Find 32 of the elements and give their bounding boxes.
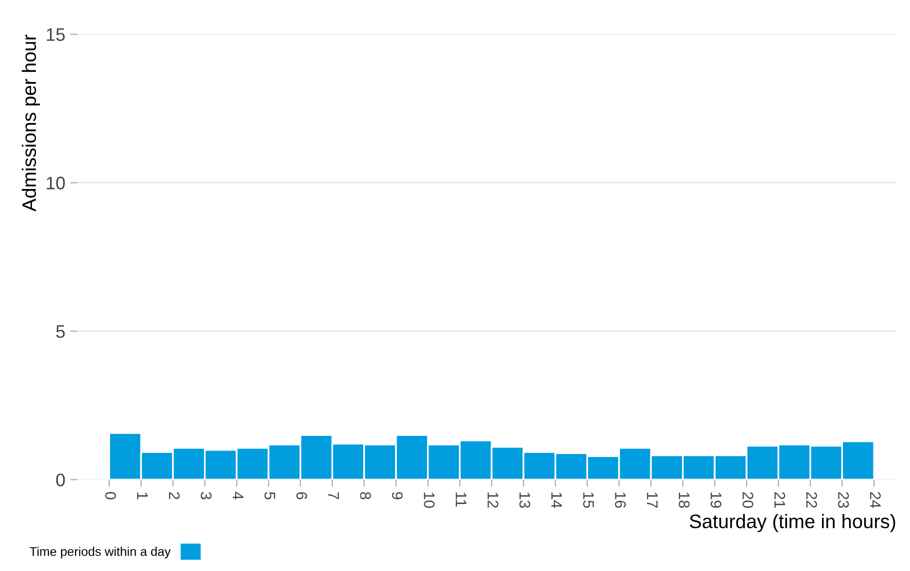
x-tick-label: 23 [838, 492, 849, 508]
x-tick-label: 15 [583, 492, 594, 508]
x-tick-label: 7 [328, 492, 339, 500]
x-tick-label: 18 [678, 492, 690, 508]
x-tick-label: 12 [488, 492, 498, 508]
x-tick-label: 4 [232, 492, 244, 500]
x-tick-label: 21 [774, 492, 786, 508]
x-tick-label: 2 [169, 492, 180, 500]
x-axis-title: Saturday (time in hours) [690, 514, 896, 532]
y-tick-label: 0 [56, 474, 65, 486]
x-tick-label: 0 [105, 492, 116, 500]
x-tick-label: 5 [264, 492, 276, 500]
y-tick-label: 5 [56, 325, 65, 338]
x-tick-label: 11 [456, 492, 466, 507]
x-tick-label: 8 [360, 492, 371, 500]
x-tick-label: 19 [710, 492, 722, 508]
x-tick-label: 13 [519, 492, 530, 508]
x-tick-label: 10 [424, 492, 435, 508]
y-tick-label: 15 [46, 28, 65, 41]
x-tick-label: 1 [137, 492, 148, 500]
x-tick-label: 22 [806, 492, 818, 508]
x-tick-label: 20 [742, 492, 754, 508]
x-tick-label: 3 [200, 492, 212, 500]
x-tick-label: 16 [615, 492, 626, 508]
x-tick-label: 6 [296, 492, 308, 500]
x-tick-label: 24 [870, 492, 881, 508]
y-axis-title: Admissions per hour [22, 34, 40, 212]
legend-label: Time periods within a day [30, 546, 171, 558]
x-tick-label: 17 [647, 492, 658, 508]
y-tick-label: 10 [46, 176, 65, 190]
x-tick-label: 9 [392, 492, 403, 500]
x-tick-label: 14 [551, 492, 562, 508]
